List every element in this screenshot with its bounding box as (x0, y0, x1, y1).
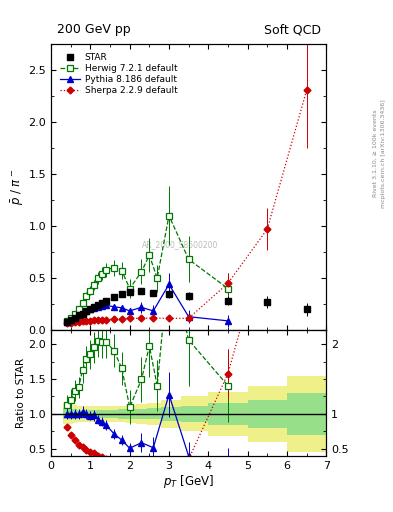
Legend: STAR, Herwig 7.2.1 default, Pythia 8.186 default, Sherpa 2.2.9 default: STAR, Herwig 7.2.1 default, Pythia 8.186… (58, 51, 179, 97)
X-axis label: $p_T$ [GeV]: $p_T$ [GeV] (163, 473, 214, 490)
Y-axis label: Ratio to STAR: Ratio to STAR (16, 358, 26, 428)
Text: Rivet 3.1.10, ≥ 100k events: Rivet 3.1.10, ≥ 100k events (373, 110, 378, 198)
Text: Soft QCD: Soft QCD (264, 24, 321, 36)
Text: mcplots.cern.ch [arXiv:1306.3436]: mcplots.cern.ch [arXiv:1306.3436] (381, 99, 386, 208)
Text: AR_2000_S8500200: AR_2000_S8500200 (142, 240, 219, 249)
Text: 200 GeV pp: 200 GeV pp (57, 24, 130, 36)
Y-axis label: $\bar{p}$ / $\pi^-$: $\bar{p}$ / $\pi^-$ (9, 169, 26, 205)
